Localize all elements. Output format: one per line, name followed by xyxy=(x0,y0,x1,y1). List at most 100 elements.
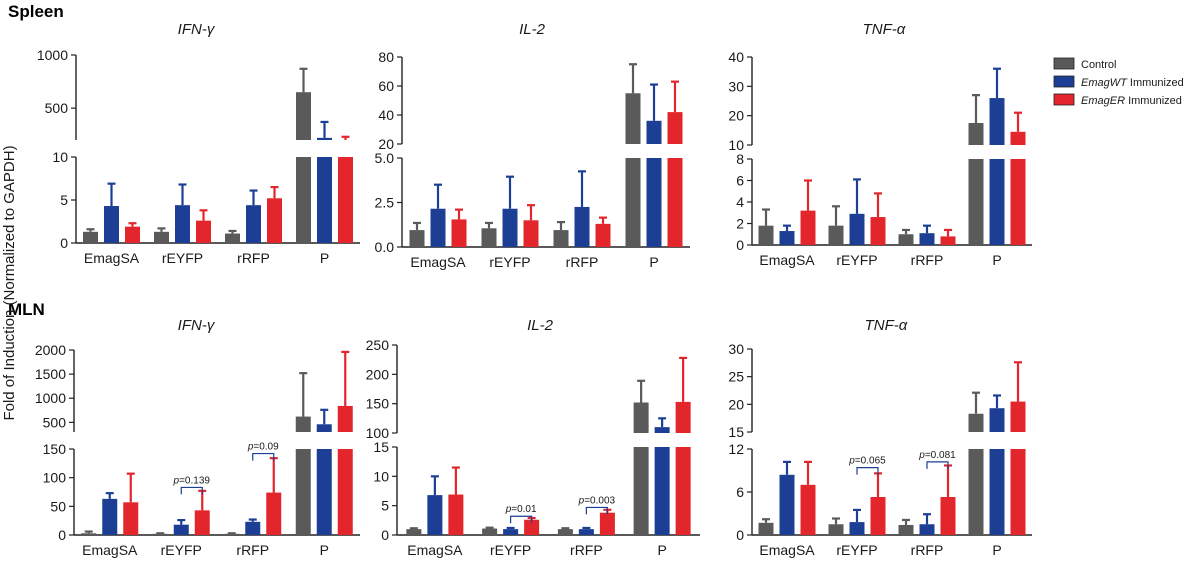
bar-EmagSA-s3 xyxy=(123,502,139,535)
section-label-mln: MLN xyxy=(8,300,45,319)
x-tick-label: EmagSA xyxy=(84,250,140,266)
bar-P-s2 xyxy=(989,449,1005,535)
y-tick-label: 40 xyxy=(378,107,394,123)
bar-rEYFP-s3 xyxy=(524,519,540,535)
y-tick-label: 0 xyxy=(58,527,66,543)
y-tick-label: 15 xyxy=(728,424,744,440)
x-tick-label: P xyxy=(992,542,1001,558)
y-tick-label: 10 xyxy=(728,137,744,153)
bar-rEYFP-s2 xyxy=(503,529,519,535)
significance-bracket xyxy=(180,486,203,495)
bar-rEYFP-s3 xyxy=(194,510,210,535)
bar-P-s1 xyxy=(968,159,984,245)
bar-rEYFP-s3 xyxy=(196,220,211,243)
bar-upper-P-s3 xyxy=(1010,401,1026,432)
x-tick-label: EmagSA xyxy=(759,252,815,268)
bar-rRFP-s1 xyxy=(553,230,569,247)
bar-rRFP-s1 xyxy=(557,529,573,535)
bar-rEYFP-s3 xyxy=(870,217,886,245)
bar-upper-P-s1 xyxy=(295,416,311,432)
bar-rRFP-s2 xyxy=(919,524,935,535)
x-tick-label: EmagSA xyxy=(407,542,463,558)
bar-upper-P-s1 xyxy=(625,93,641,144)
bar-upper-P-s1 xyxy=(968,413,984,432)
p-value-label: p=0.065 xyxy=(848,456,886,467)
bar-P-s1 xyxy=(295,449,311,535)
y-tick-label: 150 xyxy=(366,396,390,412)
x-tick-label: rEYFP xyxy=(836,542,877,558)
x-tick-label: rEYFP xyxy=(489,254,530,270)
bar-EmagSA-s2 xyxy=(779,231,795,245)
y-tick-label: 0 xyxy=(736,527,744,543)
bar-rRFP-s2 xyxy=(245,521,261,535)
bar-upper-P-s2 xyxy=(316,424,332,432)
bar-rEYFP-s1 xyxy=(152,533,168,535)
x-tick-label: P xyxy=(320,542,329,558)
bar-rRFP-s2 xyxy=(246,205,261,243)
bar-rEYFP-s2 xyxy=(849,213,865,245)
y-tick-label: 5.0 xyxy=(375,150,395,166)
bar-P-s2 xyxy=(646,158,662,247)
y-tick-label: 1000 xyxy=(37,47,68,63)
y-tick-label: 50 xyxy=(50,498,66,514)
bar-EmagSA-s2 xyxy=(779,474,795,535)
bar-rRFP-s2 xyxy=(578,529,594,535)
chart-title: IFN-γ xyxy=(178,21,216,38)
bar-P-s1 xyxy=(296,157,311,243)
bar-EmagSA-s1 xyxy=(758,522,774,535)
bar-P-s3 xyxy=(1010,159,1026,245)
bar-EmagSA-s1 xyxy=(758,225,774,245)
y-tick-label: 2000 xyxy=(35,342,66,358)
bar-P-s3 xyxy=(1010,449,1026,535)
chart-panel-4: IFN-γ 0 50 100 150 500 1000 1500 2000 EmagSA rEYFP… xyxy=(35,317,360,558)
x-tick-label: rEYFP xyxy=(490,542,531,558)
bar-upper-P-s3 xyxy=(1010,131,1026,145)
p-value-label: p=0.003 xyxy=(578,495,616,506)
y-tick-label: 80 xyxy=(378,49,394,65)
bar-EmagSA-s1 xyxy=(83,231,98,243)
bar-rRFP-s2 xyxy=(574,206,590,247)
bar-upper-P-s3 xyxy=(667,112,683,144)
x-tick-label: rRFP xyxy=(236,542,269,558)
p-value-label: p=0.081 xyxy=(918,450,956,461)
y-tick-label: 20 xyxy=(728,396,744,412)
bar-rEYFP-s1 xyxy=(482,528,498,535)
y-tick-label: 8 xyxy=(736,151,744,167)
chart-panel-1: IFN-γ 0 5 10 500 1000 EmagSA rEYFP rRFP P xyxy=(37,21,360,266)
y-tick-label: 40 xyxy=(728,49,744,65)
y-tick-label: 12 xyxy=(728,441,744,457)
bar-upper-P-s2 xyxy=(989,98,1005,145)
y-tick-label: 10 xyxy=(373,468,389,484)
legend-swatch-emagwt xyxy=(1053,75,1075,88)
x-tick-label: rRFP xyxy=(911,252,944,268)
bar-P-s2 xyxy=(317,157,332,243)
bar-rRFP-s3 xyxy=(266,492,282,535)
bar-rEYFP-s3 xyxy=(870,497,886,535)
legend-swatch-emager xyxy=(1053,93,1075,106)
significance-bracket xyxy=(926,461,949,469)
x-tick-label: rEYFP xyxy=(836,252,877,268)
bar-rRFP-s2 xyxy=(919,233,935,245)
x-tick-label: P xyxy=(320,250,329,266)
bar-rRFP-s1 xyxy=(224,533,240,535)
y-tick-label: 250 xyxy=(366,337,390,353)
x-tick-label: P xyxy=(649,254,658,270)
x-tick-label: EmagSA xyxy=(410,254,466,270)
bar-P-s2 xyxy=(989,159,1005,245)
bar-EmagSA-s2 xyxy=(102,498,118,535)
bar-P-s2 xyxy=(316,449,332,535)
y-tick-label: 0.0 xyxy=(375,239,395,255)
legend-label-emager: EmagER Immunized xyxy=(1081,95,1182,107)
bar-rEYFP-s1 xyxy=(828,225,844,245)
y-tick-label: 30 xyxy=(728,341,744,357)
bar-P-s1 xyxy=(625,158,641,247)
bar-upper-P-s2 xyxy=(654,427,670,433)
y-tick-label: 2.5 xyxy=(375,195,395,211)
bar-EmagSA-s2 xyxy=(104,206,119,243)
y-tick-label: 5 xyxy=(60,192,68,208)
y-tick-label: 20 xyxy=(378,136,394,152)
y-tick-label: 25 xyxy=(728,369,744,385)
